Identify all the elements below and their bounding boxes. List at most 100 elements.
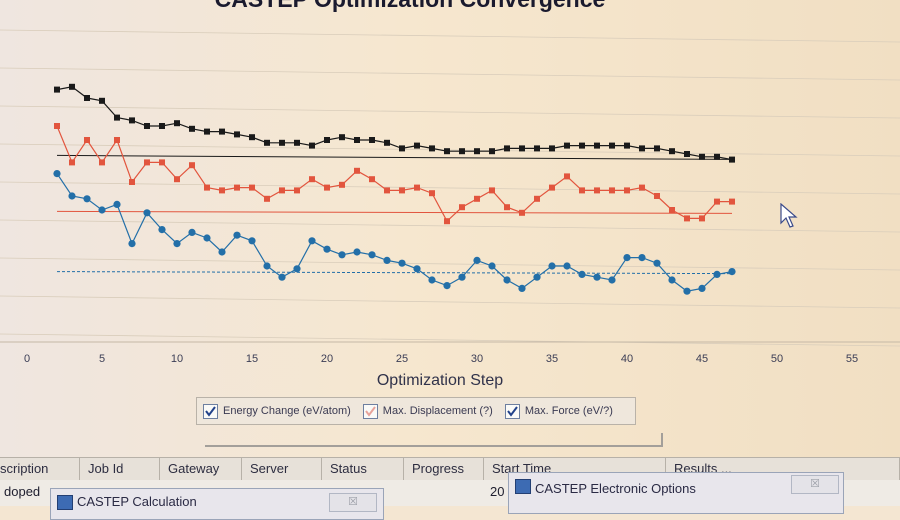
- threshold-line: [56, 271, 733, 275]
- castep-electronic-options-dialog[interactable]: CASTEP Electronic Options ☒: [508, 472, 844, 514]
- gridline: [0, 105, 900, 119]
- convergence-plot: 0 5 10 15 20 25 30 35 40 45 50 55: [0, 29, 900, 365]
- data-point: [503, 276, 511, 284]
- data-point: [534, 195, 540, 202]
- data-point: [278, 273, 286, 281]
- data-point: [563, 262, 571, 270]
- data-point: [369, 137, 375, 143]
- data-point: [158, 226, 166, 234]
- data-point: [353, 248, 361, 256]
- data-point: [489, 148, 495, 155]
- data-point: [594, 142, 600, 149]
- data-point: [339, 134, 345, 141]
- data-point: [564, 173, 570, 180]
- x-tick-label: 45: [696, 353, 708, 365]
- data-point: [323, 245, 331, 253]
- column-status[interactable]: Status: [322, 458, 404, 480]
- checkmark-icon: [364, 405, 376, 417]
- data-point: [128, 240, 136, 248]
- data-point: [294, 187, 300, 194]
- data-point: [684, 215, 690, 222]
- data-point: [279, 139, 285, 146]
- data-point: [144, 159, 150, 166]
- data-point: [474, 148, 480, 155]
- legend-item-energy[interactable]: Energy Change (eV/atom): [203, 403, 351, 419]
- data-point: [218, 248, 226, 256]
- legend-label-force: Max. Force (eV/?): [524, 405, 613, 417]
- gridline: [0, 181, 900, 195]
- data-point: [488, 262, 496, 270]
- data-point: [714, 198, 720, 205]
- data-point: [533, 273, 541, 281]
- close-icon[interactable]: ☒: [791, 475, 839, 494]
- data-point: [444, 218, 450, 225]
- x-tick-label: 0: [24, 353, 30, 365]
- x-tick-label: 35: [546, 353, 558, 365]
- data-point: [248, 237, 256, 245]
- data-point: [69, 159, 75, 166]
- data-point: [654, 193, 660, 199]
- data-point: [264, 139, 270, 146]
- energy-checkbox[interactable]: [203, 403, 218, 419]
- dialog-title: CASTEP Calculation: [77, 494, 197, 509]
- checkmark-icon: [205, 405, 216, 417]
- data-point: [668, 276, 676, 284]
- x-tick-label: 10: [171, 353, 183, 365]
- column-gateway[interactable]: Gateway: [160, 458, 242, 480]
- data-point: [609, 187, 615, 194]
- data-point: [713, 270, 721, 278]
- column-description[interactable]: scription: [0, 458, 80, 480]
- legend-label-displacement: Max. Displacement (?): [382, 405, 493, 417]
- data-point: [414, 142, 420, 149]
- data-point: [699, 153, 705, 160]
- series-0: [54, 83, 735, 163]
- column-server[interactable]: Server: [242, 458, 322, 480]
- legend: Energy Change (eV/atom) Max. Displacemen…: [196, 397, 636, 425]
- data-point: [54, 86, 60, 93]
- displacement-checkbox[interactable]: [362, 403, 378, 419]
- data-point: [263, 262, 271, 270]
- series-2: [53, 170, 736, 295]
- data-point: [249, 184, 255, 191]
- data-point: [384, 139, 390, 146]
- castep-calculation-dialog[interactable]: CASTEP Calculation ☒: [50, 488, 384, 520]
- legend-item-force[interactable]: Max. Force (eV/?): [504, 403, 613, 419]
- close-icon[interactable]: ☒: [329, 493, 377, 512]
- x-tick-label: 20: [321, 353, 333, 365]
- data-point: [219, 128, 225, 135]
- data-point: [309, 142, 315, 149]
- series-line: [56, 173, 733, 292]
- data-point: [669, 148, 675, 155]
- data-point: [548, 262, 556, 270]
- data-point: [54, 123, 60, 129]
- horizontal-scrollbar[interactable]: [205, 433, 663, 447]
- row-start-time: 20: [490, 484, 505, 499]
- data-point: [549, 145, 555, 152]
- data-point: [608, 276, 616, 284]
- data-point: [414, 184, 420, 191]
- dialog-title: CASTEP Electronic Options: [535, 481, 696, 496]
- legend-item-displacement[interactable]: Max. Displacement (?): [362, 403, 493, 419]
- data-point: [444, 148, 450, 155]
- window-icon: [515, 479, 531, 494]
- column-job-id[interactable]: Job Id: [80, 458, 160, 480]
- data-point: [669, 207, 675, 213]
- data-point: [189, 125, 195, 132]
- data-point: [638, 254, 646, 262]
- data-point: [234, 184, 240, 191]
- force-checkbox[interactable]: [504, 403, 520, 419]
- x-tick-label: 55: [846, 353, 858, 365]
- data-point: [428, 276, 436, 284]
- data-point: [549, 184, 555, 191]
- data-point: [129, 117, 135, 124]
- data-point: [729, 198, 735, 205]
- data-point: [173, 240, 181, 248]
- data-point: [684, 151, 690, 157]
- data-point: [413, 265, 421, 273]
- data-point: [504, 145, 510, 152]
- data-point: [114, 137, 120, 143]
- column-progress[interactable]: Progress: [404, 458, 484, 480]
- data-point: [143, 209, 151, 217]
- gridlines: [0, 29, 900, 347]
- data-point: [308, 237, 316, 245]
